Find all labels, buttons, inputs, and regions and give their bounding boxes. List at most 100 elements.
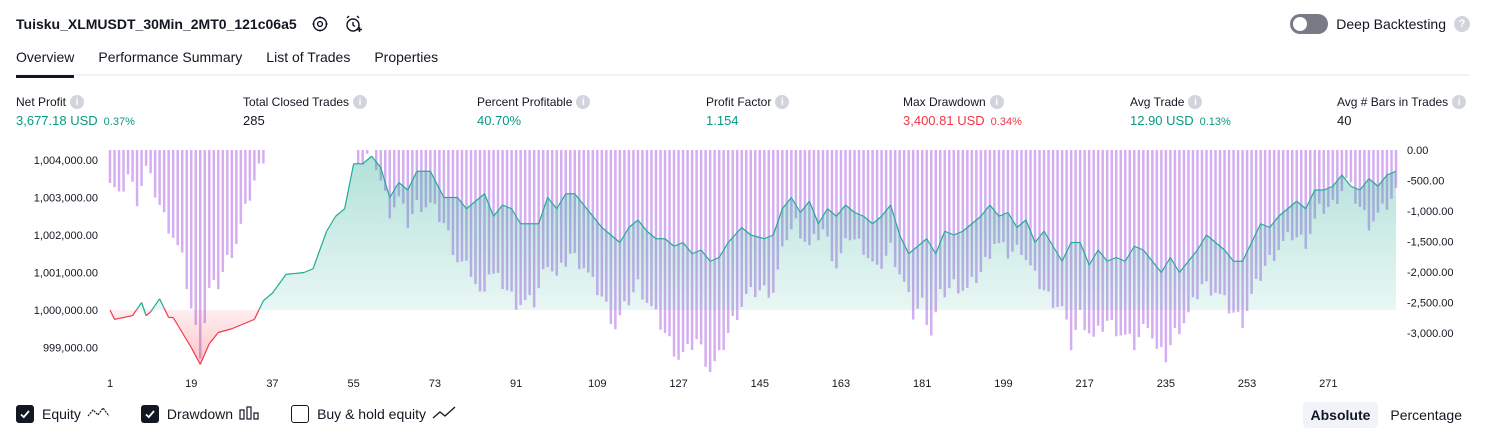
- drawdown-bar: [1160, 150, 1163, 348]
- metric-profit-factor: Profit Factor i 1.154: [706, 94, 790, 129]
- drawdown-bar: [1033, 150, 1037, 271]
- mode-absolute-button[interactable]: Absolute: [1302, 402, 1379, 428]
- checkbox-checked-icon[interactable]: [140, 405, 159, 423]
- drawdown-bar: [1394, 150, 1398, 188]
- drawdown-bar: [1209, 150, 1213, 296]
- equity-line-segment: [1228, 255, 1235, 262]
- equity-line-segment: [755, 235, 760, 239]
- legend-buy-hold-equity[interactable]: Buy & hold equity: [291, 405, 456, 423]
- info-icon[interactable]: i: [775, 95, 790, 109]
- drawdown-bar: [1182, 150, 1186, 324]
- equity-line-segment: [276, 280, 282, 288]
- metric-label: Total Closed Trades: [243, 95, 350, 109]
- equity-line-segment: [867, 219, 873, 225]
- equity-line-segment: [456, 197, 463, 204]
- drawdown-bar: [393, 150, 396, 208]
- info-icon[interactable]: i: [989, 95, 1004, 109]
- equity-line-segment: [267, 292, 273, 298]
- equity-line-segment: [1034, 236, 1040, 243]
- drawdown-bars-icon: [239, 405, 261, 423]
- drawdown-bar: [244, 150, 247, 204]
- deep-backtesting-toggle[interactable]: [1290, 14, 1329, 34]
- equity-line-segment: [384, 182, 391, 198]
- drawdown-bar: [862, 150, 865, 255]
- equity-line-segment: [1066, 242, 1072, 253]
- equity-line-segment: [1206, 234, 1212, 240]
- drawdown-bar: [686, 150, 689, 344]
- drawdown-bar: [857, 150, 861, 239]
- drawdown-bar: [695, 150, 698, 340]
- info-icon[interactable]: i: [70, 95, 85, 109]
- drawdown-bar: [108, 150, 112, 183]
- equity-line-segment: [1196, 242, 1203, 251]
- checkbox-checked-icon[interactable]: [16, 405, 34, 423]
- drawdown-bar: [948, 150, 951, 289]
- drawdown-bar: [1281, 150, 1285, 242]
- info-icon[interactable]: i: [1452, 95, 1467, 109]
- alarm-add-icon[interactable]: [343, 13, 365, 35]
- equity-line-segment: [958, 230, 964, 234]
- equity-line-segment: [145, 311, 151, 317]
- drawdown-bar: [1245, 150, 1249, 312]
- info-icon[interactable]: i: [353, 95, 368, 109]
- equity-line-segment: [1048, 238, 1054, 247]
- metric-value: 3,677.18 USD: [16, 113, 98, 128]
- value-mode-switch: Absolute Percentage: [1302, 401, 1471, 429]
- equity-line-segment: [745, 230, 752, 236]
- drawdown-bar: [1354, 150, 1357, 204]
- equity-line-segment: [975, 215, 982, 221]
- drawdown-bar: [618, 150, 622, 316]
- equity-line-segment: [547, 197, 553, 204]
- equity-line-segment: [204, 343, 210, 355]
- equity-line-segment: [587, 210, 594, 217]
- help-icon[interactable]: ?: [1454, 16, 1470, 32]
- equity-line-segment: [159, 298, 165, 309]
- info-icon[interactable]: i: [576, 95, 591, 109]
- drawdown-bar: [975, 150, 978, 283]
- equity-line-segment: [1251, 232, 1257, 243]
- tab-bar: Overview Performance Summary List of Tra…: [16, 46, 1470, 78]
- drawdown-bar: [844, 150, 847, 239]
- tab-list-of-trades[interactable]: List of Trades: [266, 49, 351, 65]
- drawdown-bar: [149, 150, 152, 174]
- equity-line-segment: [227, 328, 232, 331]
- equity-line-segment: [1300, 204, 1307, 210]
- drawdown-bar: [171, 150, 175, 238]
- tab-performance-summary[interactable]: Performance Summary: [98, 49, 243, 65]
- tab-properties[interactable]: Properties: [374, 49, 439, 65]
- drawdown-bar: [925, 150, 928, 326]
- drawdown-bar: [713, 150, 716, 362]
- metric-label: Avg Trade: [1130, 95, 1185, 109]
- equity-line-segment: [930, 245, 937, 255]
- equity-line-segment: [150, 304, 156, 313]
- equity-line-segment: [560, 193, 567, 202]
- mode-percentage-button[interactable]: Percentage: [1390, 407, 1462, 423]
- drawdown-bar: [1241, 150, 1244, 329]
- equity-line-segment: [326, 223, 332, 232]
- tab-overview[interactable]: Overview: [16, 46, 75, 78]
- gear-icon[interactable]: [309, 13, 331, 35]
- equity-line-segment: [601, 227, 607, 232]
- equity-line-segment: [1003, 211, 1009, 215]
- drawdown-bar: [221, 150, 225, 272]
- drawdown-bar: [1164, 150, 1168, 363]
- drawdown-bar: [758, 150, 762, 291]
- x-axis-tick-label: 109: [588, 378, 606, 390]
- equity-line-segment: [1021, 219, 1027, 225]
- info-icon[interactable]: i: [1188, 95, 1203, 109]
- legend-drawdown[interactable]: Drawdown: [140, 405, 261, 423]
- equity-line-segment: [127, 315, 133, 318]
- equity-line-segment: [1345, 180, 1352, 187]
- drawdown-bar: [1047, 150, 1050, 292]
- equity-line-segment: [245, 320, 251, 324]
- equity-line-segment: [714, 256, 720, 260]
- checkbox-unchecked-icon[interactable]: [291, 405, 310, 423]
- equity-line-segment: [218, 330, 223, 334]
- legend-equity[interactable]: Equity: [16, 405, 111, 423]
- equity-line-segment: [854, 211, 860, 215]
- equity-line-segment: [118, 316, 124, 320]
- equity-line-segment: [1142, 249, 1149, 257]
- equity-line-segment: [741, 227, 747, 232]
- equity-line-segment: [222, 329, 228, 332]
- equity-drawdown-chart[interactable]: 1,004,000.00 1,003,000.00 1,002,000.00 1,00…: [0, 140, 1486, 390]
